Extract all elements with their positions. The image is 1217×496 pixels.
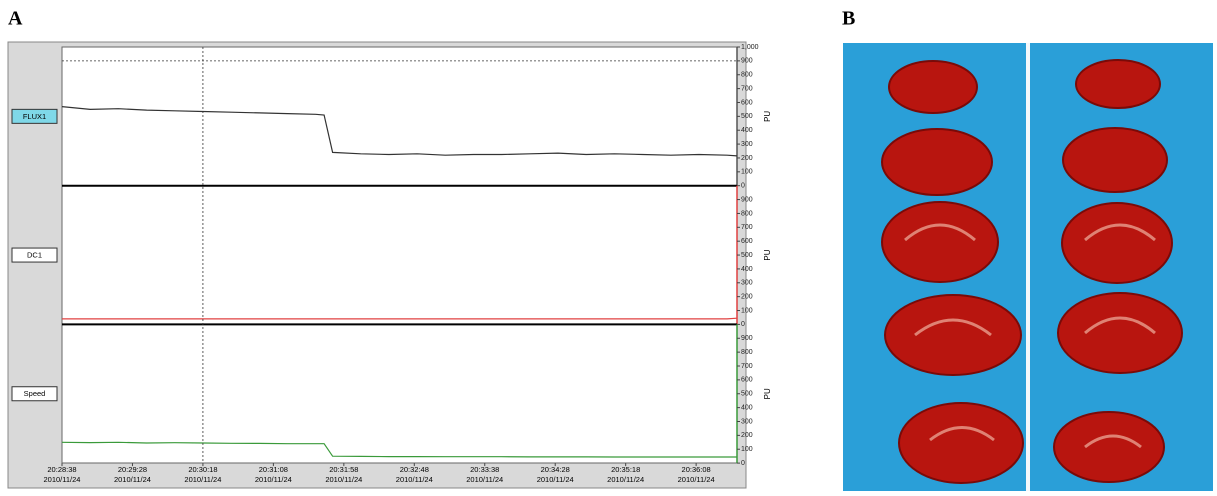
channel-label: FLUX1: [23, 112, 46, 121]
x-tick-label: 20:33:38: [470, 465, 499, 474]
y-tick-label: 100: [741, 307, 753, 314]
plot-area: [62, 47, 737, 463]
x-tick-date: 2010/11/24: [537, 475, 574, 484]
panel-label: A: [8, 8, 23, 30]
x-tick-date: 2010/11/24: [678, 475, 715, 484]
figure: A B 0 100 200 300 400 500 600 700 800 900 1,000 PU F…: [0, 0, 1217, 491]
y-tick-label: 400: [741, 266, 753, 273]
y-tick-label: 400: [741, 127, 753, 134]
x-tick-date: 2010/11/24: [396, 475, 433, 484]
y-tick-label: 400: [741, 404, 753, 411]
y-tick-label: 300: [741, 280, 753, 287]
y-axis-label: PU: [763, 249, 772, 260]
y-tick-label: 0: [741, 321, 745, 328]
y-tick-label: 800: [741, 349, 753, 356]
channel-label: Speed: [24, 389, 46, 398]
y-tick-label: 600: [741, 377, 753, 384]
x-tick-date: 2010/11/24: [44, 475, 81, 484]
x-tick-date: 2010/11/24: [466, 475, 503, 484]
y-tick-label: 800: [741, 72, 753, 79]
panel-label: B: [842, 8, 855, 30]
y-axis-label: PU: [763, 388, 772, 399]
y-tick-label: 800: [741, 210, 753, 217]
x-tick-label: 20:35:18: [611, 465, 640, 474]
photo: [843, 43, 1213, 491]
x-tick-date: 2010/11/24: [184, 475, 221, 484]
y-tick-label: 200: [741, 155, 753, 162]
x-tick-label: 20:34:28: [541, 465, 570, 474]
x-tick-label: 20:32:48: [400, 465, 429, 474]
y-tick-label: 200: [741, 294, 753, 301]
y-tick-label: 0: [741, 183, 745, 190]
y-tick-label: 1,000: [741, 44, 759, 51]
y-tick-label: 600: [741, 99, 753, 106]
y-tick-label: 500: [741, 113, 753, 120]
y-tick-label: 500: [741, 391, 753, 398]
channel-label: DC1: [27, 251, 42, 260]
x-tick-date: 2010/11/24: [255, 475, 292, 484]
x-tick-label: 20:29:28: [118, 465, 147, 474]
x-tick-date: 2010/11/24: [607, 475, 644, 484]
y-tick-label: 900: [741, 335, 753, 342]
y-tick-label: 700: [741, 224, 753, 231]
y-tick-label: 600: [741, 238, 753, 245]
y-tick-label: 200: [741, 432, 753, 439]
y-tick-label: 900: [741, 58, 753, 65]
y-tick-label: 500: [741, 252, 753, 259]
y-tick-label: 0: [741, 460, 745, 467]
x-tick-label: 20:28:38: [47, 465, 76, 474]
x-tick-label: 20:31:08: [259, 465, 288, 474]
y-tick-label: 900: [741, 196, 753, 203]
x-tick-date: 2010/11/24: [114, 475, 151, 484]
y-tick-label: 700: [741, 363, 753, 370]
y-tick-label: 300: [741, 141, 753, 148]
x-tick-label: 20:30:18: [188, 465, 217, 474]
x-tick-date: 2010/11/24: [325, 475, 362, 484]
x-tick-label: 20:31:58: [329, 465, 358, 474]
x-tick-label: 20:36:08: [682, 465, 711, 474]
y-tick-label: 300: [741, 418, 753, 425]
y-axis-label: PU: [763, 111, 772, 122]
y-tick-label: 100: [741, 169, 753, 176]
y-tick-label: 100: [741, 446, 753, 453]
data-line: [62, 318, 737, 319]
y-tick-label: 700: [741, 85, 753, 92]
